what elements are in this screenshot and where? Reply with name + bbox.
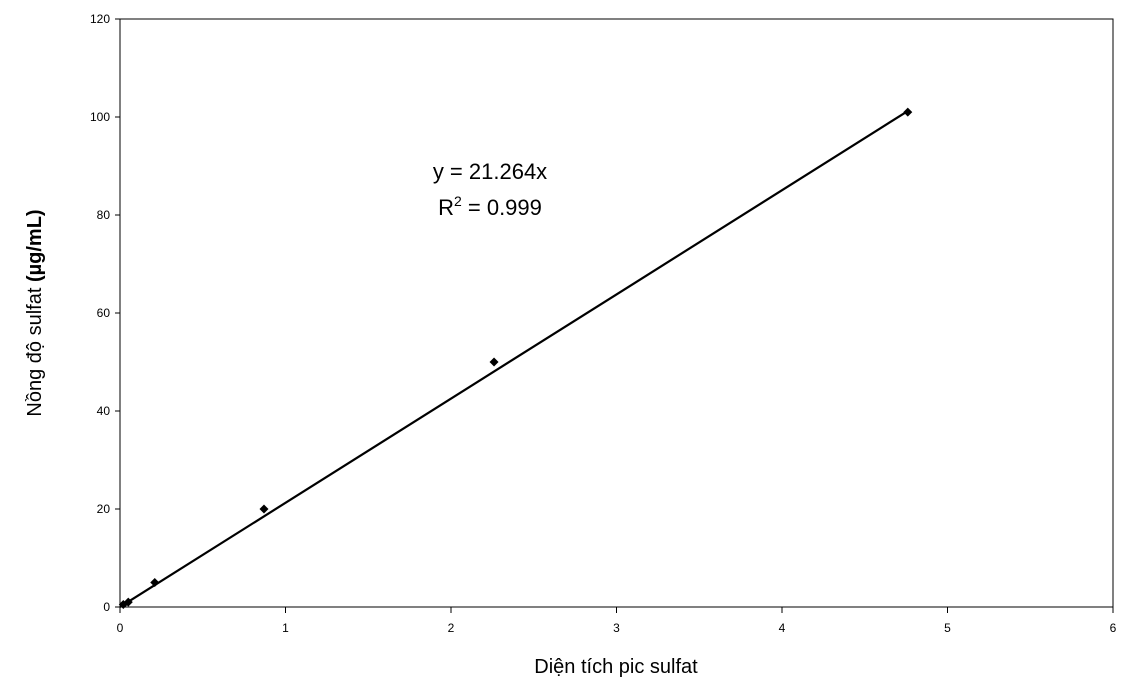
data-point <box>259 504 269 514</box>
y-tick-label: 40 <box>97 404 111 418</box>
y-axis: 0 20 40 60 80 100 120 <box>90 12 120 614</box>
y-axis-title-main: Nồng độ sulfat <box>24 282 46 417</box>
data-points-layer <box>118 107 913 610</box>
x-tick-label: 5 <box>944 621 951 635</box>
r-squared-symbol: R <box>438 195 454 220</box>
x-tick-label: 2 <box>448 621 455 635</box>
x-tick-label: 6 <box>1110 621 1117 635</box>
x-tick-label: 4 <box>779 621 786 635</box>
y-axis-title: Nồng độ sulfat (µg/mL) <box>24 209 46 416</box>
y-tick-label: 100 <box>90 110 110 124</box>
y-tick-label: 80 <box>97 208 111 222</box>
r-squared-label: R2 = 0.999 <box>438 193 542 220</box>
trendline <box>119 110 909 608</box>
y-axis-title-unit: (µg/mL) <box>24 209 46 282</box>
trendline-layer <box>119 110 909 608</box>
regression-equation: y = 21.264x <box>433 159 547 184</box>
y-tick-label: 0 <box>103 600 110 614</box>
data-point <box>123 597 133 607</box>
y-tick-label: 120 <box>90 12 110 26</box>
r-squared-value: = 0.999 <box>462 195 542 220</box>
x-axis: 0 1 2 3 4 5 6 <box>117 607 1117 635</box>
data-point <box>903 107 913 117</box>
y-tick-label: 60 <box>97 306 111 320</box>
x-tick-label: 3 <box>613 621 620 635</box>
plot-area-frame <box>119 18 1114 608</box>
r-squared-superscript: 2 <box>454 193 462 209</box>
x-tick-label: 1 <box>282 621 289 635</box>
data-point <box>489 357 499 367</box>
x-axis-title: Diện tích pic sulfat <box>534 656 698 678</box>
data-point <box>150 578 160 587</box>
y-tick-label: 20 <box>97 502 111 516</box>
x-tick-label: 0 <box>117 621 124 635</box>
